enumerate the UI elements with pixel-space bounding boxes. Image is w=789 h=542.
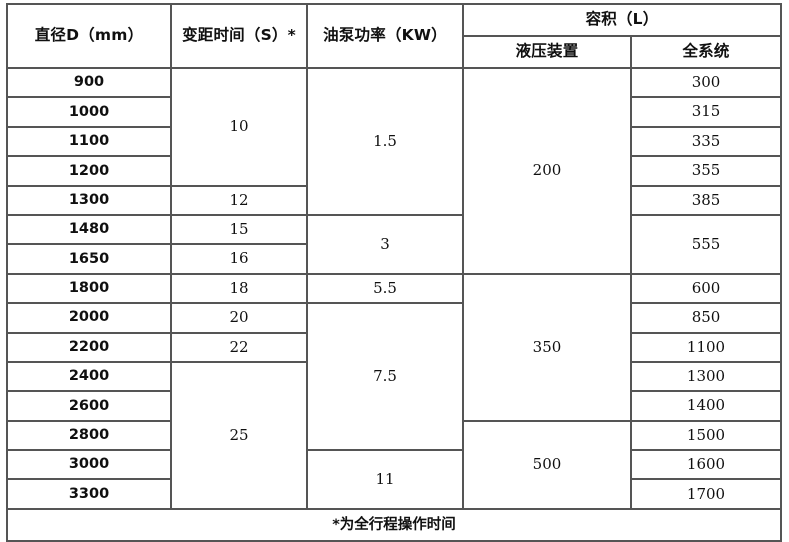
header-pump-power: 油泵功率（KW）	[306, 3, 464, 69]
cell-pump-power: 7.5	[306, 302, 464, 452]
footnote-text: *为全行程操作时间	[5, 507, 783, 542]
header-volume-hydraulic: 液压装置	[462, 35, 632, 69]
cell-shift-time: 22	[170, 331, 308, 363]
cell-diameter: 1650	[6, 243, 172, 275]
cell-diameter: 2200	[6, 331, 172, 363]
cell-diameter: 1480	[6, 213, 172, 246]
cell-volume-system: 1700	[629, 478, 783, 510]
cell-diameter: 2600	[6, 390, 172, 422]
header-shift-time: 变距时间（S）*	[170, 3, 308, 69]
table-row: 1480 15 3 555	[6, 213, 783, 275]
cell-diameter: 900	[6, 66, 172, 99]
cell-volume-system: 315	[629, 96, 783, 128]
cell-volume-system: 335	[629, 125, 783, 158]
header-volume-group: 容积（L）	[461, 3, 783, 37]
table-row: 2200 22 1100	[6, 331, 783, 363]
specification-table: 直径D（mm） 变距时间（S）* 油泵功率（KW） 容积（L） 液压装置 全系统…	[5, 3, 783, 542]
cell-volume-hydraulic: 350	[462, 272, 632, 422]
header-row-top: 直径D（mm） 变距时间（S）* 油泵功率（KW） 容积（L）	[6, 3, 783, 69]
table-row: 1800 18 5.5 350 600	[6, 272, 783, 422]
table-row: 900 10 1.5 200 300	[6, 66, 783, 275]
cell-volume-system: 1100	[629, 331, 783, 363]
table-footer: *为全行程操作时间	[5, 507, 783, 542]
cell-diameter: 1000	[6, 96, 172, 128]
cell-diameter: 3300	[6, 478, 172, 510]
table-row: 1200 355	[6, 155, 783, 187]
cell-volume-hydraulic: 200	[462, 67, 632, 275]
cell-shift-time: 25	[170, 360, 308, 510]
table-row: 1650 16	[6, 243, 781, 275]
cell-volume-system: 600	[629, 272, 783, 305]
cell-pump-power: 3	[306, 213, 464, 275]
cell-volume-system: 355	[629, 155, 783, 187]
cell-diameter: 1200	[6, 155, 172, 187]
cell-diameter: 1800	[6, 272, 172, 305]
cell-pump-power: 1.5	[306, 67, 464, 216]
table-header: 直径D（mm） 变距时间（S）* 油泵功率（KW） 容积（L） 液压装置 全系统	[6, 3, 783, 69]
table-row: 1100 335	[6, 125, 783, 158]
cell-shift-time: 12	[170, 184, 308, 216]
cell-shift-time: 16	[170, 243, 308, 275]
table-row: 2600 1400	[6, 390, 783, 422]
cell-volume-system: 300	[629, 66, 783, 99]
header-volume-system: 全系统	[629, 35, 783, 69]
header-row-sub: 液压装置 全系统	[7, 35, 783, 69]
cell-volume-hydraulic: 500	[462, 419, 632, 510]
cell-shift-time: 18	[170, 272, 308, 305]
table-row: 3000 11 1600	[6, 449, 783, 510]
cell-volume-system: 1600	[629, 449, 783, 481]
table-row: 2800 500 1500	[6, 419, 783, 510]
header-diameter: 直径D（mm）	[6, 3, 172, 69]
cell-diameter: 2000	[6, 302, 172, 334]
cell-volume-system: 1400	[629, 390, 783, 422]
cell-shift-time: 15	[170, 213, 308, 246]
cell-shift-time: 20	[170, 302, 308, 334]
footnote-row: *为全行程操作时间	[5, 507, 783, 542]
table-row: 1300 12 385	[6, 184, 783, 216]
cell-volume-system: 1300	[629, 360, 783, 393]
cell-pump-power: 11	[306, 449, 464, 510]
cell-volume-system: 555	[629, 213, 783, 275]
cell-volume-system: 850	[629, 302, 783, 334]
cell-diameter: 3000	[6, 449, 172, 481]
cell-pump-power: 5.5	[306, 272, 464, 305]
spec-table-sheet: 直径D（mm） 变距时间（S）* 油泵功率（KW） 容积（L） 液压装置 全系统…	[5, 3, 783, 542]
cell-volume-system: 1500	[629, 419, 783, 452]
cell-diameter: 2400	[6, 360, 172, 393]
table-row: 1000 315	[6, 96, 783, 128]
table-row: 2000 20 7.5 850	[6, 302, 783, 452]
cell-shift-time: 10	[170, 67, 308, 187]
cell-diameter: 1100	[6, 125, 172, 158]
cell-diameter: 2800	[6, 419, 172, 452]
table-body: 900 10 1.5 200 300 1000 315 1100 335 1200 355 1300 1…	[6, 66, 783, 510]
cell-volume-system: 385	[629, 184, 783, 216]
cell-diameter: 1300	[6, 184, 172, 216]
